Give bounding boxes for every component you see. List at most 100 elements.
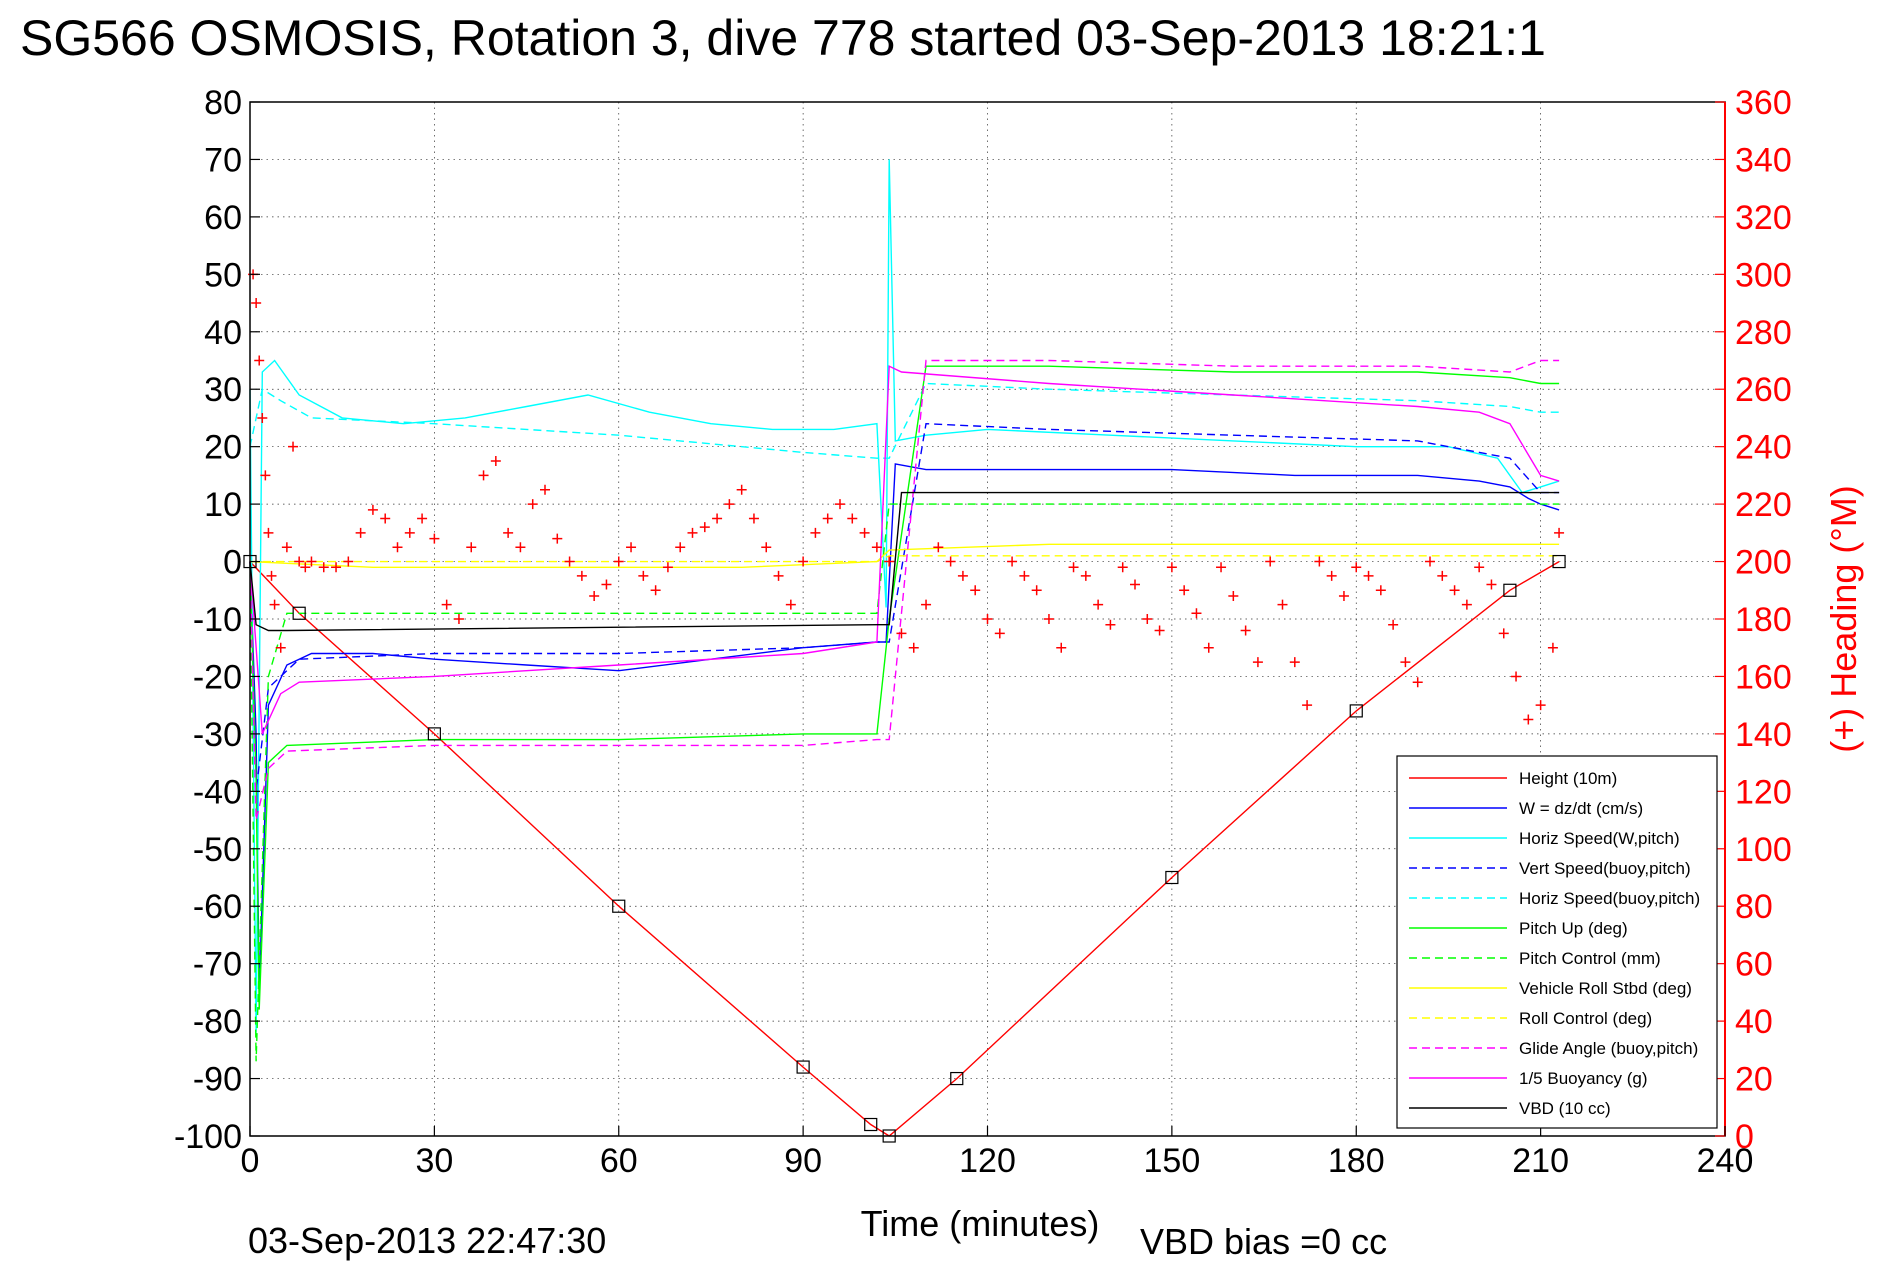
series-line-5 [249,382,1560,459]
heading-marker [699,522,710,533]
left-tick-label: 80 [204,84,242,122]
heading-marker [515,542,526,553]
heading-marker [1031,585,1042,596]
heading-marker [540,484,550,495]
heading-marker [1437,570,1448,581]
legend-entry: Pitch Control (mm) [1519,949,1661,968]
heading-marker [1535,700,1546,711]
heading-marker [871,542,882,553]
right-y-axis: 3603403203002802602402202001801601401201… [1715,84,1792,1156]
x-tick-label: 240 [1697,1142,1754,1180]
legend: Height (10m) W = dz/dt (cm/s) Horiz Speed(… [1396,755,1718,1129]
x-tick-label: 150 [1144,1142,1201,1180]
heading-marker [773,570,784,581]
heading-marker [1216,562,1227,573]
heading-marker [957,570,968,581]
left-tick-label: 10 [204,486,242,524]
heading-marker [810,527,821,538]
depth-marker [1349,704,1363,718]
legend-entry: Vehicle Roll Stbd (deg) [1519,979,1692,998]
legend-box [1396,755,1718,1129]
legend-entry: Horiz Speed(buoy,pitch) [1519,889,1700,908]
left-tick-label: -90 [193,1061,242,1099]
series-line-6 [249,365,1560,1010]
depth-marker [1552,554,1566,569]
heading-marker [266,570,277,581]
series-line-12 [249,491,1560,632]
heading-marker [933,542,944,553]
right-tick-label: 300 [1735,256,1792,294]
heading-marker [1461,599,1472,610]
left-tick-label: 70 [204,141,242,179]
left-tick-label: 60 [204,199,242,237]
depth-marker [796,1060,810,1074]
series-line-11 [249,365,1560,735]
right-axis-label: (+) Heading (°M) [1823,485,1864,752]
heading-marker [306,556,317,567]
heading-marker [300,562,311,573]
legend-entry: Vert Speed(buoy,pitch) [1519,859,1691,878]
heading-marker [257,412,268,423]
x-tick-label: 180 [1328,1142,1385,1180]
left-tick-label: -40 [193,773,242,811]
depth-marker [1503,583,1517,597]
x-tick-label: 30 [415,1142,453,1180]
heading-marker [1412,677,1423,688]
heading-marker [251,298,262,309]
heading-marker [263,527,274,538]
heading-marker [908,642,919,653]
heading-marker [1228,591,1239,602]
depth-marker [1165,870,1179,885]
heading-marker [1400,657,1411,668]
heading-marker [1068,562,1079,573]
heading-marker [1351,562,1362,573]
right-tick-label: 140 [1735,716,1792,754]
heading-marker [429,533,440,544]
legend-entry: Roll Control (deg) [1519,1009,1652,1028]
heading-marker [503,527,514,538]
legend-entry: VBD (10 cc) [1519,1099,1611,1118]
heading-marker [527,499,538,510]
heading-marker [1056,642,1067,653]
heading-marker [1388,619,1399,630]
heading-marker [466,542,477,553]
depth-marker [864,1117,878,1132]
heading-marker [1154,625,1165,636]
heading-marker [994,628,1005,639]
heading-marker [1093,599,1104,610]
heading-marker [288,441,299,452]
heading-marker [1474,562,1485,573]
heading-marker [589,591,600,602]
heading-marker [1179,585,1190,596]
plot-lines [243,159,1566,1143]
heading-marker [613,556,624,567]
x-axis-label: Time (minutes) [861,1203,1100,1244]
heading-marker [638,570,649,581]
depth-marker [612,899,626,913]
x-tick-label: 210 [1512,1142,1569,1180]
legend-entry: Horiz Speed(W,pitch) [1519,829,1680,848]
heading-marker [1105,619,1116,630]
heading-marker [1523,714,1534,725]
heading-marker [896,628,907,639]
depth-marker [950,1071,964,1086]
heading-marker [1277,599,1288,610]
left-tick-label: -10 [193,601,242,639]
left-tick-label: 0 [223,544,242,582]
heading-marker [564,556,575,567]
heading-marker [1314,556,1325,567]
right-tick-label: 160 [1735,658,1792,696]
right-tick-label: 340 [1735,141,1792,179]
heading-marker [1265,556,1276,567]
heading-marker [453,614,464,624]
heading-marker [275,642,286,653]
heading-marker [260,470,271,481]
left-tick-label: 50 [204,256,242,294]
heading-marker [859,527,870,538]
left-tick-label: -20 [193,658,242,696]
heading-marker [294,556,305,567]
heading-marker [380,513,391,524]
heading-marker [1486,579,1497,590]
heading-marker [921,599,932,610]
heading-marker [736,484,747,495]
